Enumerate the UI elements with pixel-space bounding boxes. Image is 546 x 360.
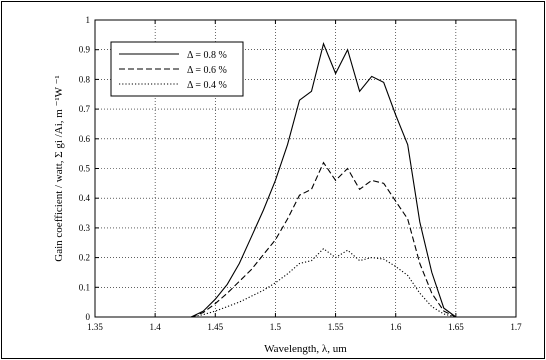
- series-line-solid: [190, 42, 457, 318]
- y-tick-label: 0.9: [79, 45, 91, 55]
- y-tick-label: 1: [86, 15, 91, 25]
- y-tick-label: 0.8: [79, 74, 91, 84]
- x-tick-label: 1.55: [328, 322, 344, 332]
- x-tick-label: 1.45: [207, 322, 223, 332]
- x-tick-label: 1.7: [510, 322, 522, 332]
- x-tick-label: 1.4: [150, 322, 162, 332]
- y-tick-label: 0.5: [79, 164, 91, 174]
- series-line-dashed: [191, 161, 457, 318]
- y-tick-label: 0: [86, 312, 91, 322]
- y-axis-label: Gain coefficient / watt, Σ gi /Ai, m ⁻¹W…: [53, 75, 65, 261]
- legend-label: Δ = 0.4 %: [187, 80, 227, 91]
- series-lines: [190, 42, 457, 318]
- axis-ticks: 1.35 1.4 1.45 1.5 1.55 1.6 1.65 1.7 0 0.1 0.2 0.3 0.…: [79, 15, 522, 332]
- x-axis-label: Wavelength, λ, um: [264, 343, 347, 355]
- legend: Δ = 0.8 % Δ = 0.6 % Δ = 0.4 %: [110, 41, 244, 97]
- y-tick-label: 0.2: [79, 253, 90, 263]
- x-tick-label: 1.6: [390, 322, 402, 332]
- legend-label: Δ = 0.6 %: [187, 65, 227, 76]
- y-tick-label: 0.7: [79, 104, 91, 114]
- x-tick-label: 1.5: [270, 322, 282, 332]
- y-tick-label: 0.6: [79, 134, 91, 144]
- y-tick-label: 0.3: [79, 223, 91, 233]
- y-tick-label: 0.4: [79, 193, 91, 203]
- legend-label: Δ = 0.8 %: [187, 50, 227, 61]
- y-tick-label: 0.1: [79, 282, 90, 292]
- series-line-dotted: [191, 247, 457, 318]
- x-tick-label: 1.35: [87, 322, 103, 332]
- x-tick-label: 1.65: [448, 322, 464, 332]
